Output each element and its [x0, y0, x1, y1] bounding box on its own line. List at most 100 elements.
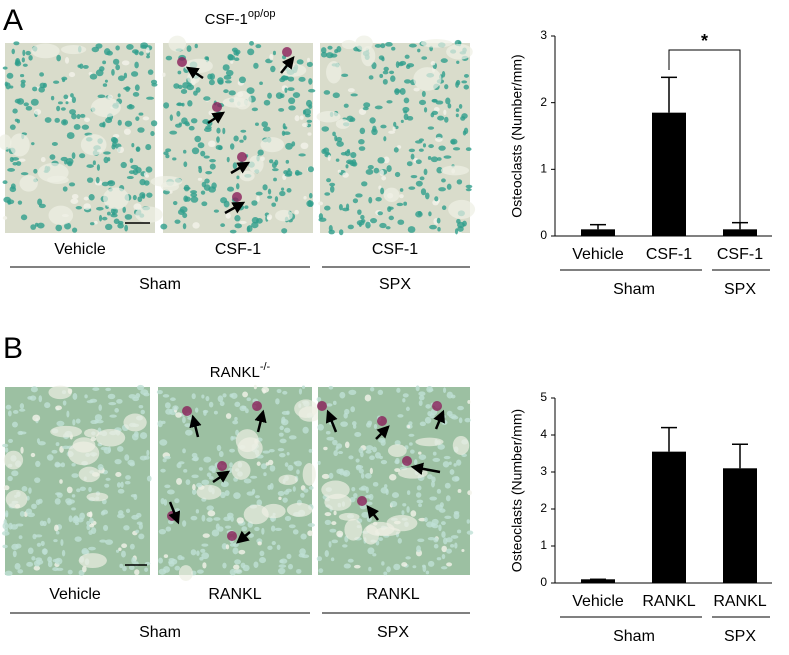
cell — [82, 565, 87, 573]
cell — [225, 69, 234, 77]
cell — [307, 530, 313, 537]
cell — [146, 475, 152, 482]
cell — [138, 51, 144, 56]
stain — [227, 531, 237, 541]
cell — [207, 73, 213, 80]
significance-label: * — [701, 31, 708, 51]
cell — [444, 482, 451, 489]
cell — [229, 568, 237, 576]
cell — [81, 124, 90, 130]
cell — [191, 488, 197, 495]
cell — [288, 524, 296, 529]
cell — [378, 537, 384, 542]
cell — [62, 400, 67, 406]
cell — [234, 215, 241, 222]
cell — [180, 88, 188, 94]
cell — [332, 400, 337, 406]
cell — [423, 107, 428, 113]
cell — [162, 566, 171, 573]
cell — [243, 135, 247, 141]
cell — [201, 479, 210, 486]
cell — [89, 523, 95, 528]
cell — [47, 517, 51, 524]
cell — [163, 455, 171, 460]
cell — [230, 60, 234, 64]
cell — [135, 116, 140, 121]
cell — [208, 79, 215, 86]
cell — [380, 124, 387, 129]
cell — [96, 206, 104, 211]
cell — [66, 132, 75, 139]
cell — [123, 525, 130, 531]
cell — [275, 92, 283, 99]
cell — [321, 473, 330, 479]
cell — [380, 439, 386, 446]
cell — [182, 223, 187, 230]
cell — [309, 201, 313, 207]
cell — [316, 397, 322, 402]
y-tick-label: 3 — [540, 464, 547, 478]
micrograph-bg — [5, 43, 155, 233]
lacuna — [91, 97, 121, 118]
cell — [292, 92, 301, 98]
cell — [393, 121, 397, 127]
cell — [72, 393, 78, 400]
y-axis-label: Osteoclasts (Number/mm) — [509, 54, 525, 217]
cell — [234, 223, 242, 229]
stain — [432, 401, 442, 411]
cell — [182, 416, 186, 424]
cell — [121, 60, 130, 66]
cell — [385, 226, 391, 230]
cell — [56, 54, 62, 62]
cell — [434, 196, 439, 202]
cell — [240, 562, 246, 569]
cell — [247, 48, 255, 56]
cell — [350, 93, 358, 97]
cell — [220, 481, 229, 488]
cell — [380, 487, 389, 494]
cell — [461, 548, 465, 552]
cell — [158, 557, 163, 564]
cell — [251, 107, 258, 112]
cell — [169, 114, 173, 121]
cell — [442, 414, 446, 419]
cell — [47, 560, 53, 568]
cell — [119, 563, 124, 569]
cell — [440, 58, 448, 63]
cell — [203, 96, 211, 101]
lacuna — [78, 466, 101, 483]
cell — [306, 61, 313, 68]
cell — [374, 452, 381, 459]
cell — [267, 195, 273, 199]
cell — [185, 429, 193, 436]
cell — [37, 222, 45, 229]
cell — [135, 146, 140, 152]
cell — [430, 112, 435, 118]
cell — [91, 527, 97, 534]
cell — [286, 188, 292, 193]
cell — [325, 431, 331, 435]
cell — [39, 520, 45, 526]
cell — [93, 220, 98, 225]
cell — [12, 161, 18, 166]
cell — [275, 398, 280, 405]
cell — [299, 115, 304, 120]
cell — [15, 543, 22, 549]
cell — [374, 105, 383, 110]
cell — [292, 529, 299, 535]
bar — [581, 229, 615, 236]
cell — [233, 135, 239, 142]
cell — [211, 529, 220, 537]
cell — [117, 146, 125, 154]
cell — [64, 160, 68, 165]
cell — [259, 556, 266, 564]
cell — [402, 503, 407, 507]
cell — [390, 75, 396, 82]
cell — [383, 156, 390, 164]
cell — [460, 116, 466, 121]
cell — [182, 520, 187, 527]
arrow — [168, 501, 181, 525]
cell — [137, 127, 145, 133]
cell — [17, 200, 23, 205]
